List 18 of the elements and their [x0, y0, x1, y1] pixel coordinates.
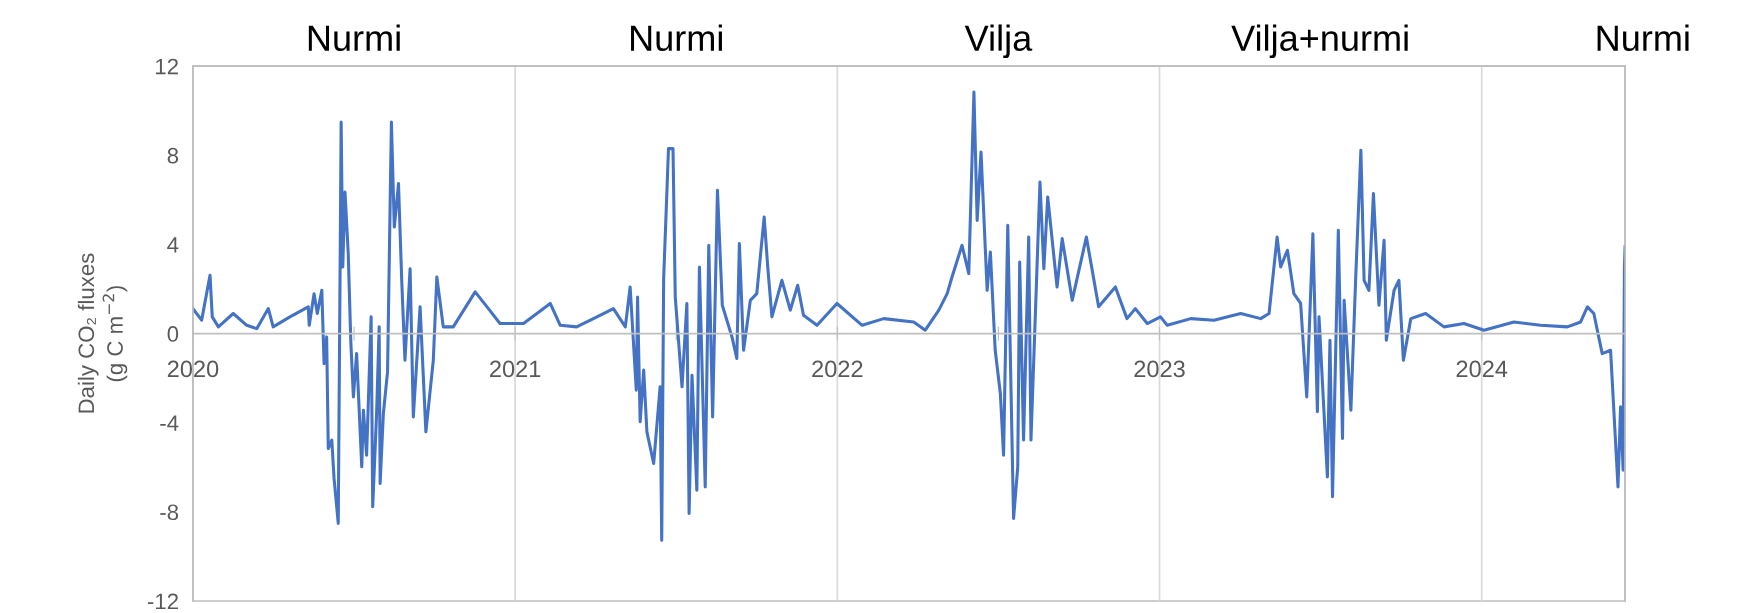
y-tick-label: 4 [167, 237, 179, 253]
y-tick-label: -8 [160, 504, 179, 521]
y-tick-label: 8 [167, 147, 179, 164]
y-tick-label: 12 [156, 58, 178, 75]
text: Vilja+nurmi [1231, 24, 1408, 59]
y-axis-title: Daily CO₂ fluxes (g C m$^{−2}$) [77, 253, 128, 413]
text: Nurmi [1597, 24, 1689, 51]
text: Nurmi [631, 24, 722, 51]
text: Vilja [964, 24, 1033, 59]
y-tick-label: -12 [147, 593, 178, 610]
x-tick-label: 2023 [1134, 360, 1185, 378]
x-tick-label: 2021 [490, 360, 541, 378]
y-tick-label: -4 [160, 415, 179, 431]
y-tick-label: 0 [167, 326, 179, 342]
x-tick-label: 2024 [1456, 360, 1508, 378]
x-tick-label: 2022 [812, 360, 863, 378]
x-tick-label: 2020 [167, 360, 219, 378]
text: Nurmi [308, 24, 400, 51]
